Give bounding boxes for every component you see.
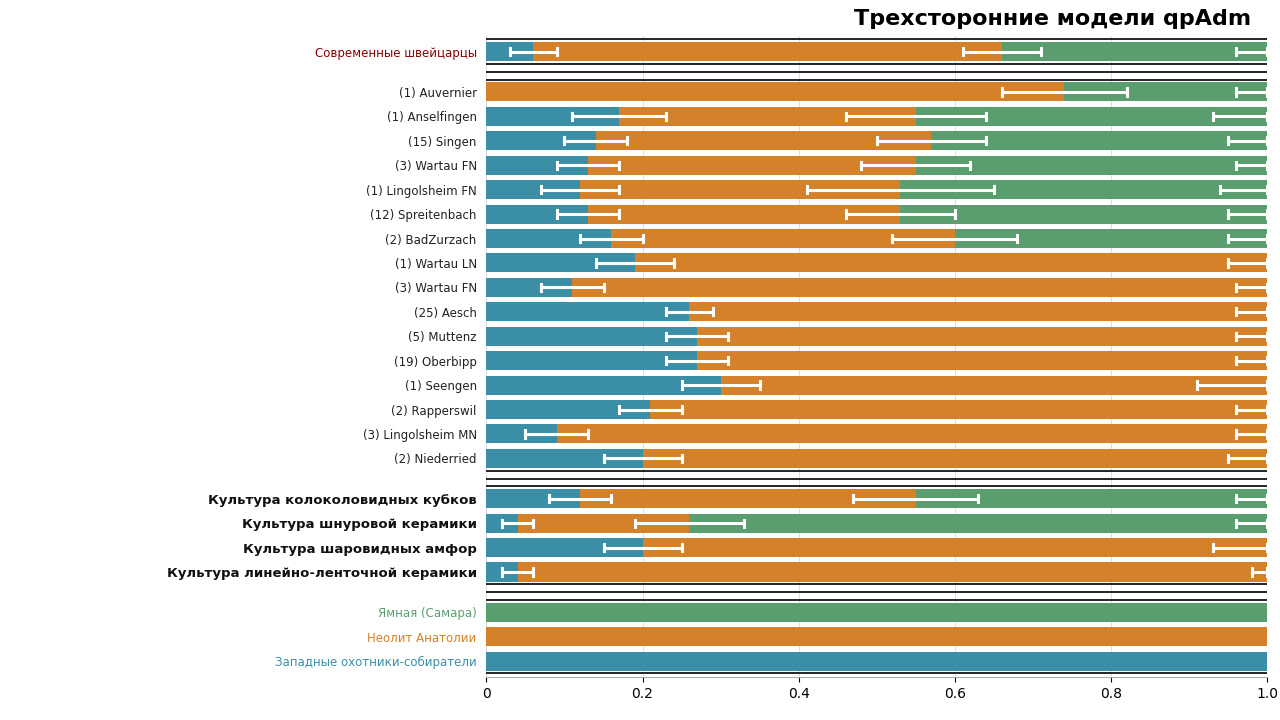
Bar <box>1002 42 1267 61</box>
Bar <box>690 513 1267 533</box>
Bar <box>486 627 1267 647</box>
Bar <box>721 376 1267 395</box>
Bar <box>690 302 1267 321</box>
Bar <box>486 376 721 395</box>
Bar <box>557 424 1267 444</box>
Bar <box>486 42 534 61</box>
Bar <box>643 538 1267 557</box>
Bar <box>486 513 517 533</box>
Bar <box>534 42 1002 61</box>
Bar <box>643 449 1267 468</box>
Bar <box>486 400 650 419</box>
Bar <box>486 82 1064 102</box>
Bar <box>572 278 1267 297</box>
Bar <box>486 327 698 346</box>
Bar <box>580 180 900 199</box>
Bar <box>955 229 1267 248</box>
Bar <box>486 449 643 468</box>
Bar <box>486 156 588 175</box>
Bar <box>595 131 932 150</box>
Bar <box>486 229 612 248</box>
Bar <box>486 107 620 126</box>
Bar <box>486 302 690 321</box>
Bar <box>486 562 517 582</box>
Bar <box>486 603 1267 622</box>
Bar <box>588 204 900 224</box>
Bar <box>620 107 916 126</box>
Bar <box>486 489 580 508</box>
Bar <box>635 253 1267 272</box>
Bar <box>650 400 1267 419</box>
Bar <box>517 513 690 533</box>
Bar <box>580 489 916 508</box>
Bar <box>916 107 1267 126</box>
Bar <box>517 562 1267 582</box>
Bar <box>486 278 572 297</box>
Bar <box>486 131 595 150</box>
Bar <box>486 652 1267 671</box>
Text: Трехсторонние модели qpAdm: Трехсторонние модели qpAdm <box>855 9 1252 29</box>
Bar <box>916 156 1267 175</box>
Bar <box>486 180 580 199</box>
Bar <box>698 351 1267 370</box>
Bar <box>932 131 1267 150</box>
Bar <box>916 489 1267 508</box>
Bar <box>612 229 955 248</box>
Bar <box>486 253 635 272</box>
Bar <box>900 204 1267 224</box>
Bar <box>486 351 698 370</box>
Bar <box>486 538 643 557</box>
Bar <box>698 327 1267 346</box>
Bar <box>486 424 557 444</box>
Bar <box>900 180 1267 199</box>
Bar <box>588 156 916 175</box>
Bar <box>486 204 588 224</box>
Bar <box>1064 82 1267 102</box>
